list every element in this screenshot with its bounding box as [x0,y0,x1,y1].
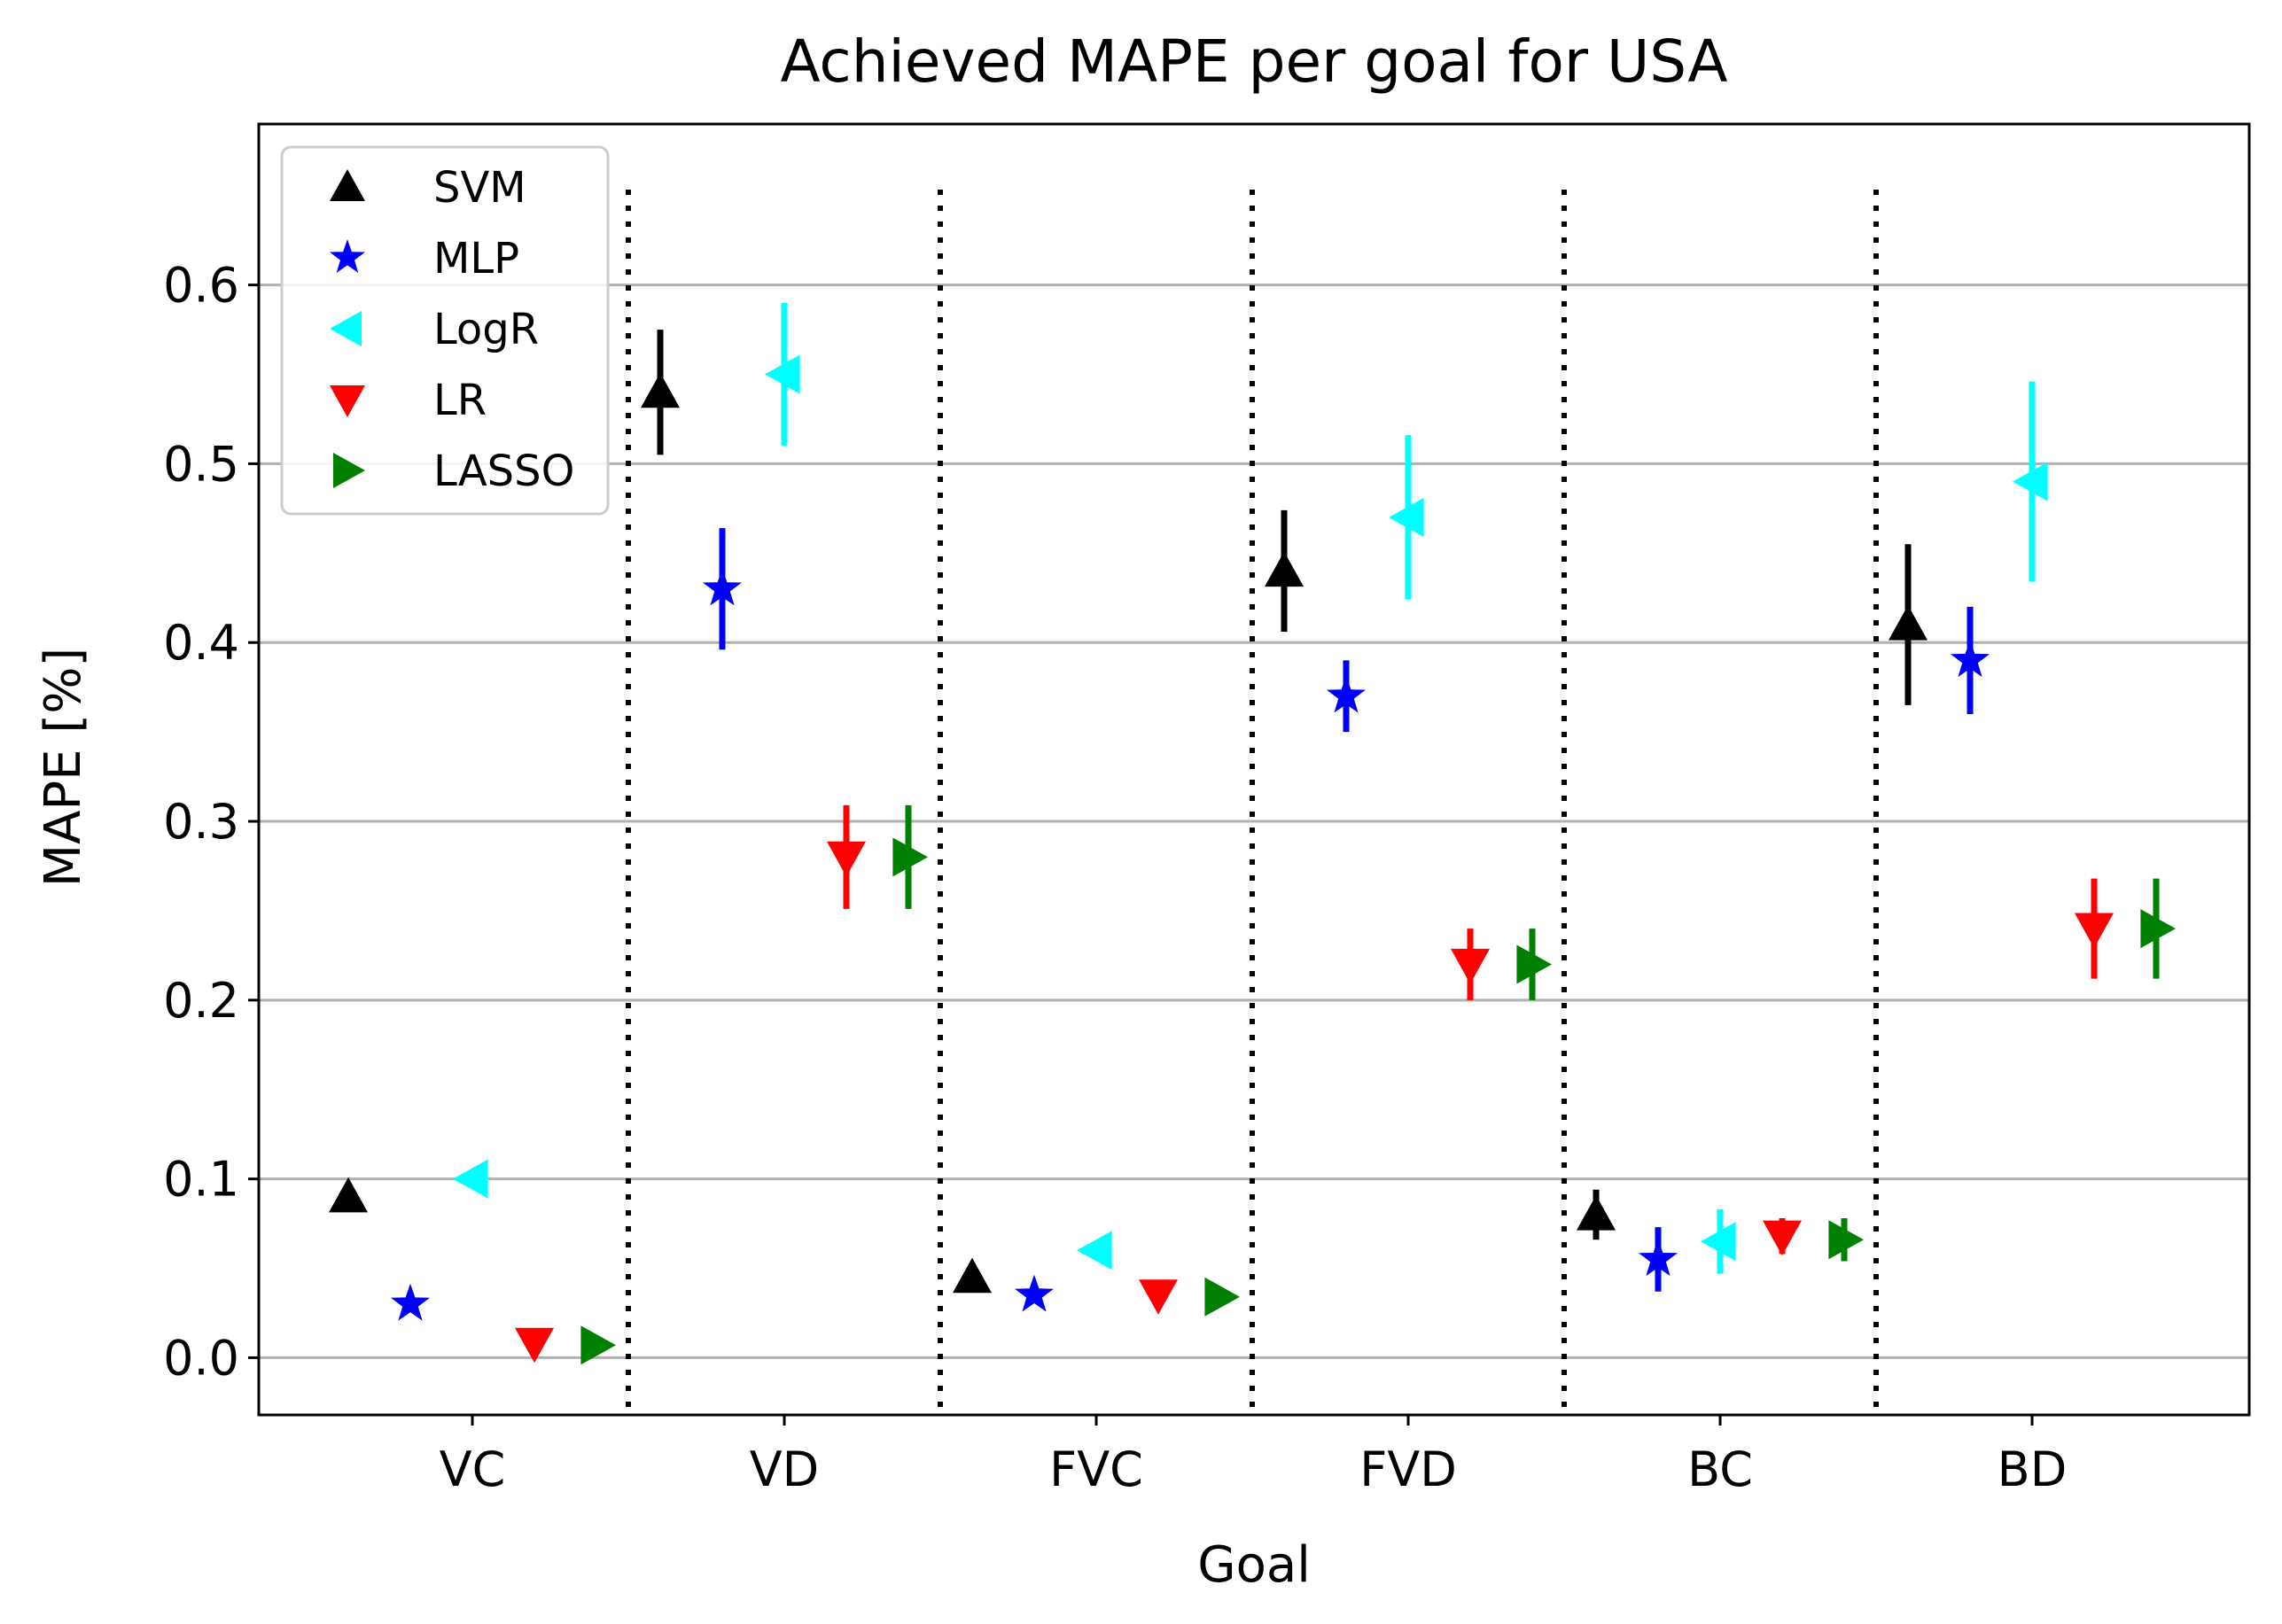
legend-marker-mlp [330,239,365,273]
marker-lasso-vd [892,837,928,877]
y-axis-label: MAPE [%] [35,648,92,887]
chart-title: Achieved MAPE per goal for USA [780,27,1727,96]
marker-lr-vd [827,841,866,877]
y-tick-label: 0.2 [163,973,239,1029]
marker-logr-bd [2013,462,2048,501]
marker-svm-vd [641,372,680,408]
marker-logr-vc [453,1159,488,1199]
legend-label-mlp: MLP [433,234,519,284]
marker-svm-fvc [953,1257,992,1294]
y-tick-label: 0.1 [163,1152,239,1208]
marker-lasso-vc [580,1325,616,1365]
marker-lasso-fvc [1204,1277,1240,1317]
x-axis: VC VD FVC FVD BC BD [440,1415,2068,1497]
y-tick-label: 0.0 [163,1330,239,1386]
legend-box [280,145,610,516]
marker-logr-vd [765,354,800,394]
x-tick-label-fvc: FVC [1049,1441,1143,1497]
x-tick-label-bd: BD [1998,1441,2068,1497]
x-tick-label-vc: VC [440,1441,506,1497]
plot-frame [257,122,2251,1417]
marker-mlp-bc [1639,1239,1678,1277]
marker-lasso-fvd [1516,944,1552,984]
legend: SVM MLP LogR LR LASSO [280,145,610,516]
legend-label-logr: LogR [433,305,539,354]
y-tick-label: 0.5 [163,436,239,492]
y-axis: 0.0 0.1 0.2 0.3 0.4 0.5 0.6 [163,258,259,1386]
legend-marker-logr [330,311,362,346]
marker-mlp-fvd [1327,675,1366,713]
marker-mlp-fvc [1015,1274,1054,1312]
marker-lr-vc [515,1327,554,1364]
marker-svm-fvd [1265,551,1304,587]
legend-label-svm: SVM [433,163,526,213]
legend-marker-lasso [333,453,365,488]
marker-lasso-bd [2140,909,2176,949]
x-tick-label-bc: BC [1687,1441,1753,1497]
legend-label-lasso: LASSO [433,447,574,496]
marker-logr-fvc [1077,1231,1112,1270]
x-tick-label-fvd: FVD [1359,1441,1457,1497]
y-tick-label: 0.4 [163,615,239,671]
legend-label-lr: LR [433,376,487,425]
legend-marker-svm [330,169,365,201]
marker-mlp-bd [1951,640,1990,678]
marker-logr-fvd [1389,498,1424,537]
x-tick-label-vd: VD [750,1441,820,1497]
marker-lr-fvd [1451,948,1490,984]
marker-svm-bd [1889,605,1928,641]
marker-svm-vc [329,1177,368,1213]
marker-lasso-bc [1828,1220,1864,1260]
x-axis-label: Goal [1197,1536,1311,1594]
data-markers [329,354,2176,1365]
y-tick-label: 0.6 [163,258,239,314]
marker-logr-bc [1701,1222,1736,1262]
marker-lr-bd [2075,913,2114,949]
marker-lr-fvc [1139,1279,1178,1315]
marker-svm-bc [1577,1195,1616,1231]
y-tick-label: 0.3 [163,794,239,850]
marker-mlp-vc [391,1283,430,1321]
legend-marker-lr [330,385,365,417]
marker-lr-bc [1763,1220,1802,1256]
marker-mlp-vd [703,568,742,606]
goal-separators [626,190,1879,1415]
